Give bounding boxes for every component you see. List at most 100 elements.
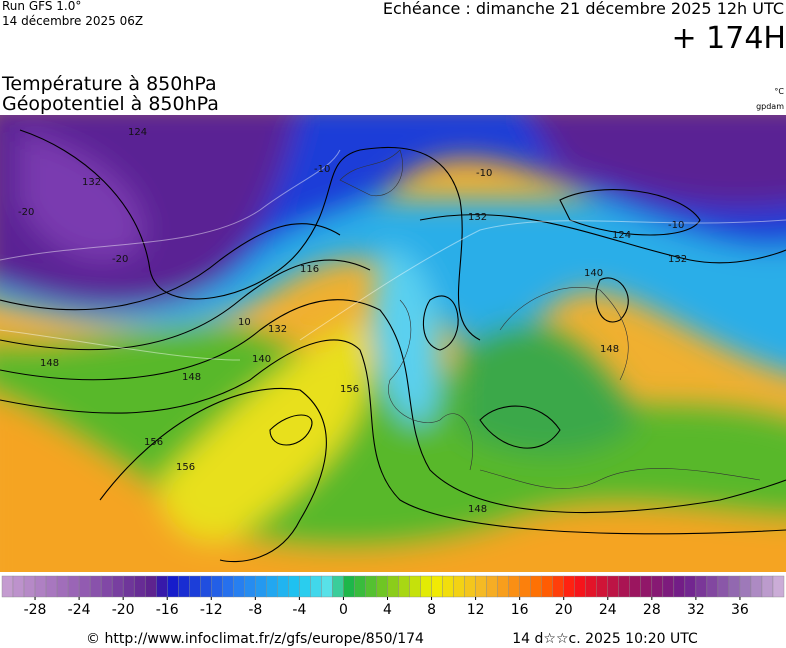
colorbar-swatch — [420, 575, 432, 598]
colorbar-swatch — [409, 575, 421, 598]
colorbar-swatch — [299, 575, 311, 598]
colorbar-swatch — [354, 575, 366, 598]
contour-label: 156 — [144, 437, 163, 448]
colorbar-tick-label: -20 — [112, 602, 135, 618]
colorbar-swatch — [728, 575, 741, 598]
colorbar-swatch — [343, 575, 355, 598]
colorbar-swatch — [67, 575, 80, 598]
colorbar-swatch — [618, 575, 631, 598]
colorbar-tick-label: -4 — [292, 602, 306, 618]
contour-label: 132 — [82, 177, 101, 188]
colorbar-tick-label: -12 — [200, 602, 223, 618]
colorbar-swatch — [365, 575, 377, 598]
colorbar-swatch — [200, 575, 212, 598]
colorbar-swatch — [1, 575, 14, 598]
colorbar-swatch — [111, 575, 124, 598]
colorbar-tick-label: -28 — [24, 602, 47, 618]
colorbar-swatch — [222, 575, 234, 598]
colorbar-swatch — [695, 575, 708, 598]
colorbar-swatch — [167, 575, 179, 598]
colorbar-swatch — [34, 575, 47, 598]
source-credit: © http://www.infoclimat.fr/z/gfs/europe/… — [86, 631, 424, 647]
colorbar-tick-label: -16 — [156, 602, 179, 618]
colorbar-swatch — [629, 575, 642, 598]
map: 124 132 116 132 140 148 148 156 156 156 … — [0, 115, 786, 572]
colorbar-swatch — [563, 575, 575, 598]
colorbar-swatch — [497, 575, 509, 598]
colorbar-swatch — [178, 575, 190, 598]
colorbar-swatch — [310, 575, 322, 598]
colorbar-swatch — [321, 575, 333, 598]
colorbar: -28 -24 -20 -16 -12 -8 -4 0 4 8 12 16 20 24 28 32 36 — [1, 575, 785, 618]
contour-label: 10 — [238, 317, 251, 328]
colorbar-tick-label: 24 — [599, 602, 617, 618]
contour-label: -10 — [476, 168, 492, 179]
colorbar-swatch — [651, 575, 664, 598]
colorbar-tick-label: 20 — [555, 602, 573, 618]
colorbar-tick-label: 28 — [643, 602, 661, 618]
colorbar-swatch — [133, 575, 146, 598]
colorbar-swatch — [189, 575, 201, 598]
colorbar-swatch — [233, 575, 245, 598]
coastlines — [339, 149, 761, 489]
colorbar-tick-label: 36 — [731, 602, 749, 618]
colorbar-swatch — [772, 575, 785, 598]
colorbar-tick-label: -24 — [68, 602, 91, 618]
colorbar-swatch — [387, 575, 399, 598]
colorbar-swatch — [376, 575, 388, 598]
colorbar-swatch — [519, 575, 531, 598]
contour-label: 156 — [340, 384, 359, 395]
colorbar-tick-label: -8 — [248, 602, 262, 618]
contour-label: -10 — [314, 164, 330, 175]
colorbar-swatch — [288, 575, 300, 598]
colorbar-swatch — [530, 575, 542, 598]
unit-geopotential: gpdam — [756, 102, 784, 111]
contour-label: 124 — [128, 127, 147, 138]
colorbar-swatch — [332, 575, 344, 598]
colorbar-swatch — [211, 575, 223, 598]
colorbar-swatch — [100, 575, 113, 598]
contour-label: 132 — [268, 324, 287, 335]
contour-label: 140 — [252, 354, 271, 365]
contour-label: 132 — [468, 212, 487, 223]
colorbar-swatch — [78, 575, 91, 598]
colorbar-tick-label: 12 — [467, 602, 485, 618]
colorbar-swatch — [475, 575, 487, 598]
run-date: 14 décembre 2025 06Z — [2, 14, 143, 28]
colorbar-swatch — [508, 575, 520, 598]
contour-label: 148 — [600, 344, 619, 355]
colorbar-swatch — [89, 575, 102, 598]
geopotential-contours — [0, 129, 786, 563]
contour-label: -20 — [112, 254, 128, 265]
colorbar-swatch — [442, 575, 454, 598]
colorbar-tick-label: 8 — [427, 602, 436, 618]
colorbar-tick-label: 0 — [339, 602, 348, 618]
colorbar-swatch — [464, 575, 476, 598]
contour-label: 148 — [40, 358, 59, 369]
lead-time: + 174H — [672, 21, 786, 56]
colorbar-swatch — [607, 575, 619, 598]
contour-label: 148 — [182, 372, 201, 383]
colorbar-swatch — [23, 575, 36, 598]
colorbar-swatch — [684, 575, 697, 598]
colorbar-swatch — [596, 575, 608, 598]
run-label: Run GFS 1.0° — [2, 0, 81, 13]
timestamp: 14 d☆☆c. 2025 10:20 UTC — [512, 631, 698, 647]
temperature-isotherms — [0, 149, 786, 361]
colorbar-swatch — [266, 575, 278, 598]
colorbar-tick-label: 4 — [383, 602, 392, 618]
contour-label: 116 — [300, 264, 319, 275]
unit-temperature: °C — [774, 87, 784, 96]
colorbar-swatch — [585, 575, 597, 598]
forecast-time: Echéance : dimanche 21 décembre 2025 12h… — [383, 0, 784, 18]
colorbar-swatch — [673, 575, 686, 598]
contour-label: 156 — [176, 462, 195, 473]
colorbar-swatch — [431, 575, 443, 598]
colorbar-swatch — [640, 575, 653, 598]
contour-label: 148 — [468, 504, 487, 515]
title-temperature: Température à 850hPa — [1, 73, 217, 95]
colorbar-swatch — [398, 575, 410, 598]
colorbar-swatch — [486, 575, 498, 598]
colorbar-swatch — [244, 575, 256, 598]
